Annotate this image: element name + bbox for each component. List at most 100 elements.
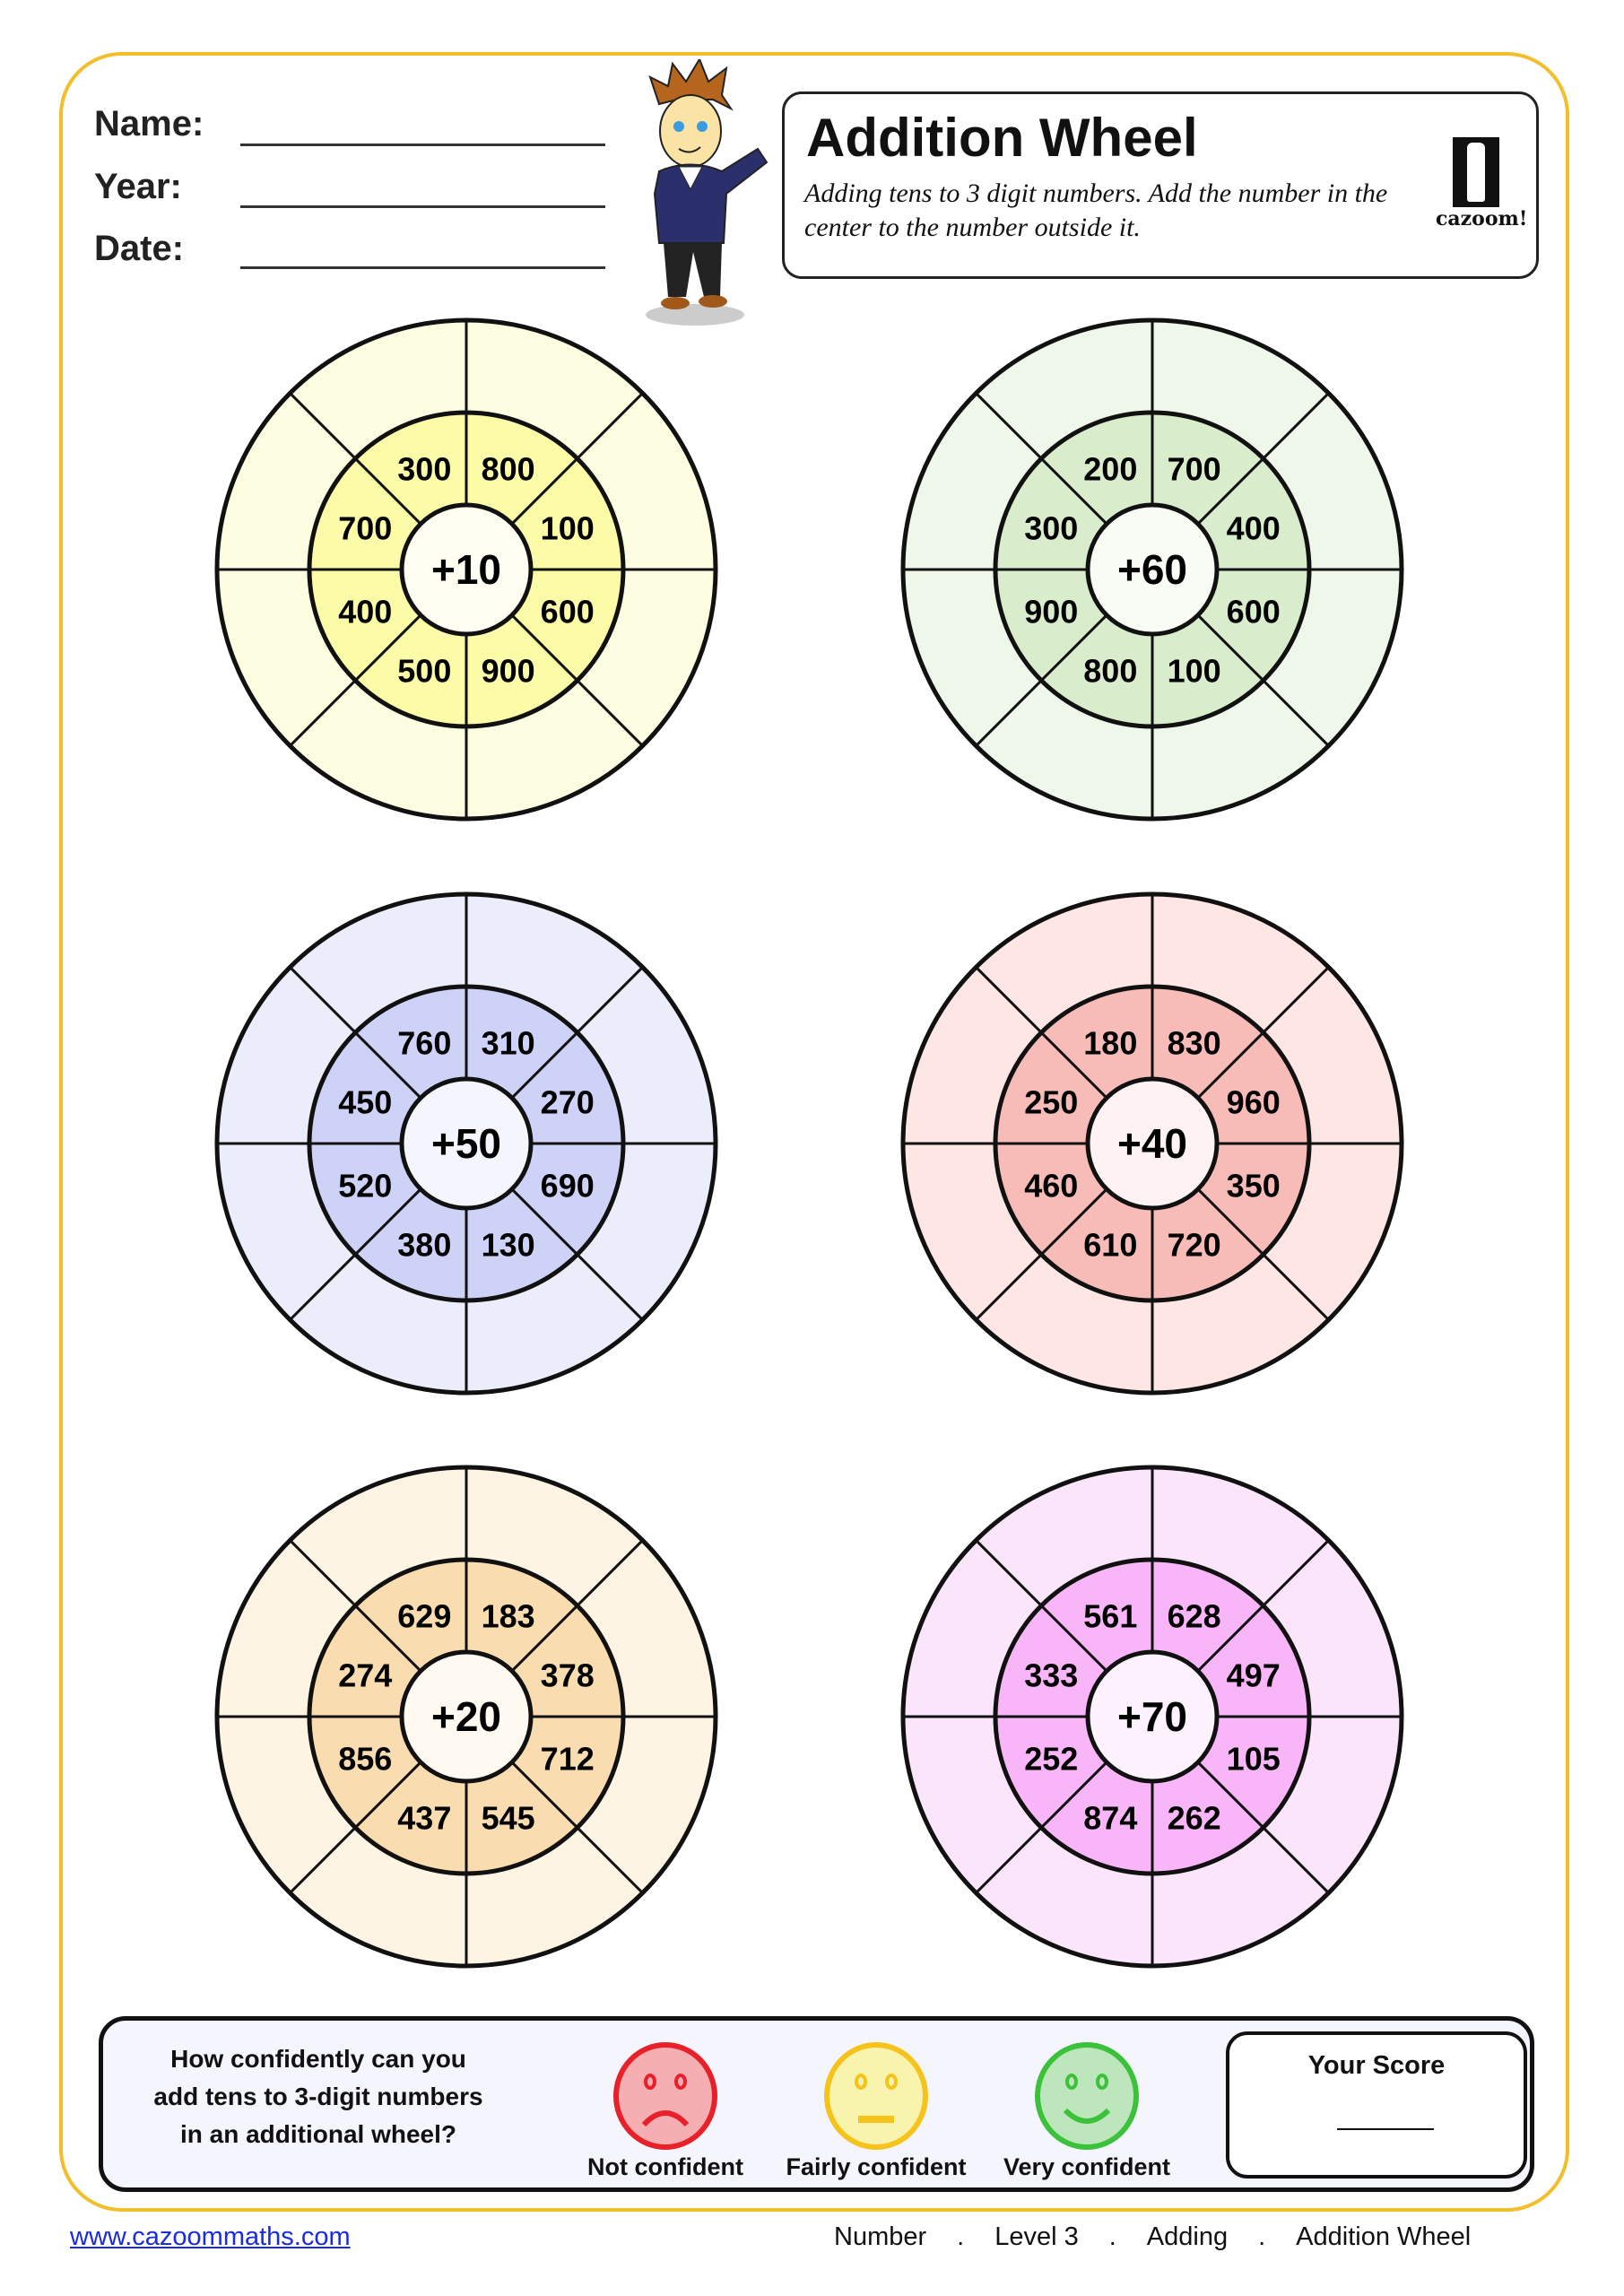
wheel-number: 800 (482, 450, 535, 487)
wheel-number: 712 (541, 1741, 595, 1778)
center-value: +60 (1117, 546, 1187, 593)
wheel-number: 450 (338, 1083, 392, 1120)
wheel-number: 270 (541, 1083, 595, 1120)
wheel-number: 960 (1227, 1083, 1281, 1120)
wheel-number: 900 (1024, 594, 1078, 631)
wheel-number: 545 (482, 1800, 535, 1837)
wheel-number: 350 (1227, 1168, 1281, 1205)
center-circle (1085, 1076, 1220, 1211)
crumb-separator: . (1258, 2222, 1266, 2251)
name-label: Name: (94, 104, 204, 144)
website-link[interactable]: www.cazoommaths.com (70, 2222, 351, 2251)
center-circle (1085, 502, 1220, 637)
wheel-number: 300 (1024, 509, 1078, 546)
wheel-number: 100 (541, 509, 595, 546)
wheel-number: 720 (1168, 1227, 1221, 1264)
center-circle (399, 1076, 534, 1211)
neutral-face-icon[interactable] (822, 2042, 930, 2150)
wheel-number: 130 (482, 1227, 535, 1264)
wheel-number: 437 (397, 1800, 451, 1837)
wheel-number: 105 (1227, 1741, 1281, 1778)
question-line: add tens to 3-digit numbers (153, 2083, 483, 2110)
wheel-number: 700 (1168, 450, 1221, 487)
wheel-number: 520 (338, 1168, 392, 1205)
page-title: Addition Wheel (806, 108, 1198, 168)
title-box: Addition Wheel Adding tens to 3 digit nu… (782, 91, 1539, 279)
wheel-number: 874 (1083, 1800, 1137, 1837)
wheel-number: 856 (338, 1741, 392, 1778)
wheel-number: 460 (1024, 1168, 1078, 1205)
crumb-level: Level 3 (994, 2222, 1079, 2251)
wheel-number: 310 (482, 1024, 535, 1061)
year-line[interactable] (240, 205, 605, 208)
cartoon-boy-illustration (646, 59, 769, 326)
question-line: in an additional wheel? (179, 2120, 457, 2148)
crumb-subtopic: Adding (1146, 2222, 1229, 2251)
wheel-number: 600 (541, 594, 595, 631)
crumb-separator: . (1108, 2222, 1116, 2251)
wheel-number: 274 (338, 1657, 392, 1693)
confidence-label: Not confident (587, 2153, 743, 2180)
confidence-question: How confidently can you add tens to 3-di… (121, 2040, 516, 2153)
wheel-number: 262 (1168, 1800, 1221, 1837)
wheel-number: 800 (1083, 653, 1137, 690)
confidence-label: Fairly confident (786, 2153, 967, 2180)
wheel-number: 628 (1168, 1597, 1221, 1634)
glass-icon (1453, 137, 1499, 207)
wheel-number: 760 (397, 1024, 451, 1061)
sad-face-icon[interactable] (612, 2042, 719, 2150)
center-value: +40 (1117, 1120, 1187, 1167)
wheel-number: 378 (541, 1657, 595, 1693)
logo-text: cazoom! (1436, 207, 1528, 230)
wheel-number: 183 (482, 1597, 535, 1634)
center-value: +70 (1117, 1693, 1187, 1740)
wheel-number: 180 (1083, 1024, 1137, 1061)
cazoom-logo: cazoom! (1436, 137, 1528, 236)
date-line[interactable] (240, 266, 605, 269)
wheel-number: 250 (1024, 1083, 1078, 1120)
center-value: +50 (431, 1120, 501, 1167)
wheel-number: 610 (1083, 1227, 1137, 1264)
center-value: +20 (431, 1693, 501, 1740)
wheel-number: 600 (1227, 594, 1281, 631)
center-value: +10 (431, 546, 501, 593)
wheel-number: 100 (1168, 653, 1221, 690)
question-line: How confidently can you (170, 2045, 466, 2073)
crumb-worksheet: Addition Wheel (1296, 2222, 1472, 2251)
happy-face-icon[interactable] (1033, 2042, 1141, 2150)
wheel-number: 900 (482, 653, 535, 690)
footer-breadcrumb: Number . Level 3 . Adding . Addition Whe… (834, 2222, 1501, 2252)
date-label: Date: (94, 229, 185, 268)
confidence-label: Very confident (1003, 2153, 1171, 2180)
wheel-number: 380 (397, 1227, 451, 1264)
wheel-number: 690 (541, 1168, 595, 1205)
confidence-panel: How confidently can you add tens to 3-di… (99, 2016, 1534, 2192)
center-circle (399, 502, 534, 637)
wheel-number: 497 (1227, 1657, 1281, 1693)
page-frame (59, 52, 1569, 2212)
center-circle (399, 1649, 534, 1784)
wheel-number: 629 (397, 1597, 451, 1634)
center-circle (1085, 1649, 1220, 1784)
instructions: Adding tens to 3 digit numbers. Add the … (804, 178, 1388, 242)
wheel-number: 333 (1024, 1657, 1078, 1693)
wheel-number: 252 (1024, 1741, 1078, 1778)
score-box[interactable]: Your Score (1226, 2031, 1527, 2179)
wheel-number: 500 (397, 653, 451, 690)
wheel-number: 300 (397, 450, 451, 487)
wheel-number: 830 (1168, 1024, 1221, 1061)
crumb-topic: Number (834, 2222, 927, 2251)
wheel-number: 700 (338, 509, 392, 546)
name-line[interactable] (240, 144, 605, 146)
score-line (1337, 2128, 1434, 2130)
wheel-number: 200 (1083, 450, 1137, 487)
wheel-number: 400 (1227, 509, 1281, 546)
crumb-separator: . (957, 2222, 965, 2251)
year-label: Year: (94, 167, 182, 206)
